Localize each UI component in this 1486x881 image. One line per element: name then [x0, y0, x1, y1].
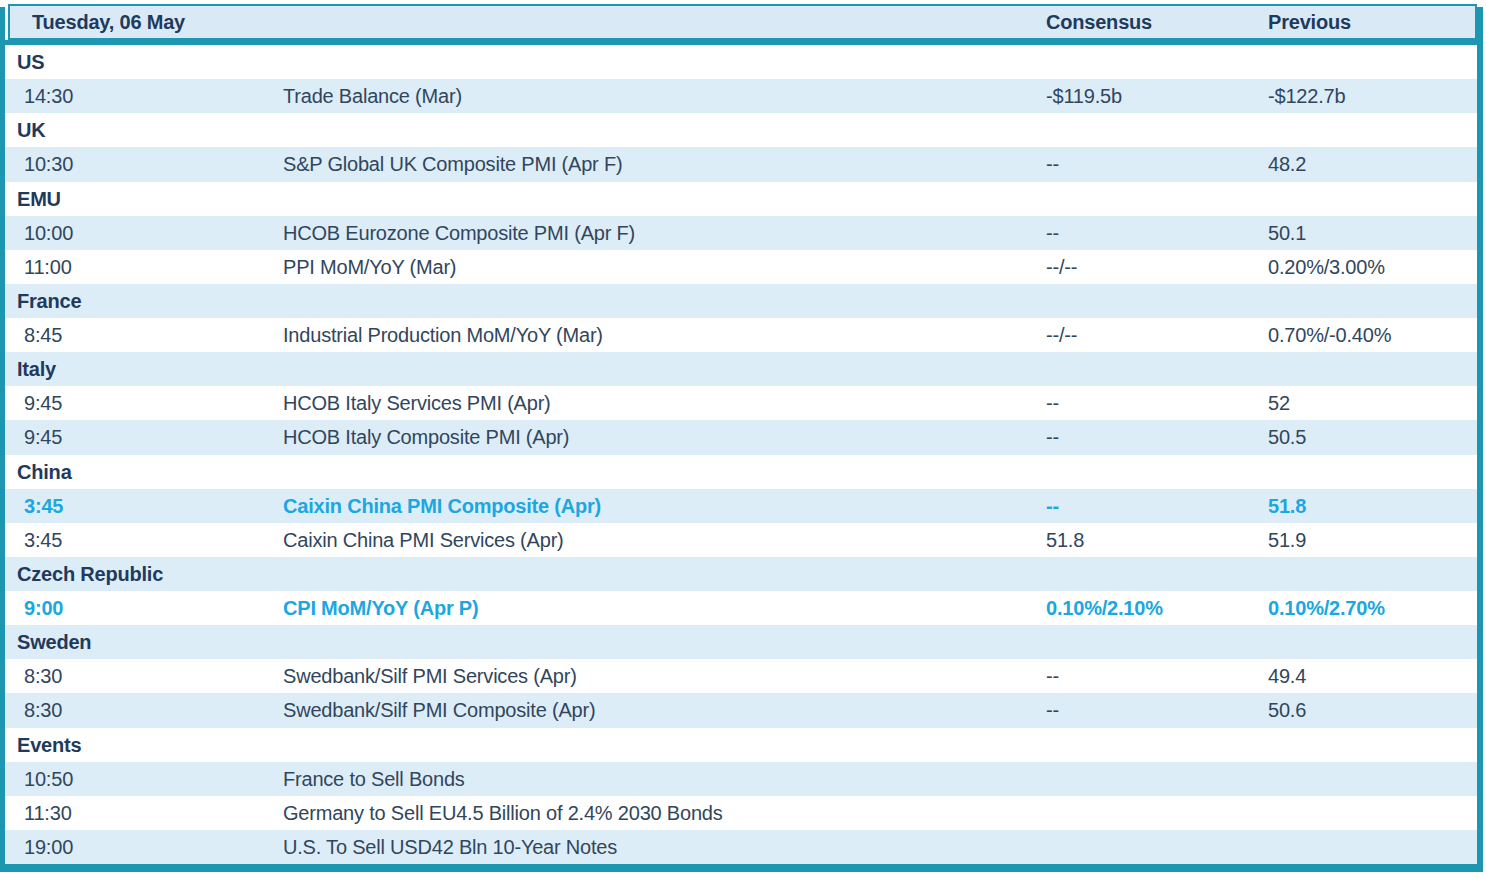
- event-consensus-value: --: [1046, 426, 1059, 449]
- event-time: 9:00: [24, 597, 63, 620]
- event-row: 10:50 France to Sell Bonds: [5, 762, 1477, 796]
- section-label: China: [17, 460, 72, 483]
- event-time: 3:45: [24, 494, 63, 517]
- section-label: Czech Republic: [17, 562, 163, 585]
- section-label: Sweden: [17, 631, 91, 654]
- event-consensus-value: --: [1046, 494, 1059, 517]
- event-name: Swedbank/Silf PMI Services (Apr): [283, 665, 577, 688]
- event-name: Trade Balance (Mar): [283, 85, 462, 108]
- consensus-column-header: Consensus: [1046, 11, 1152, 34]
- event-previous-value: 50.6: [1268, 699, 1306, 722]
- event-name: Caixin China PMI Composite (Apr): [283, 494, 601, 517]
- event-time: 8:45: [24, 324, 62, 347]
- event-row: 10:30 S&P Global UK Composite PMI (Apr F…: [5, 147, 1477, 181]
- section-header-row: France: [5, 284, 1477, 318]
- event-previous-value: 0.70%/-0.40%: [1268, 324, 1391, 347]
- event-name: Caixin China PMI Services (Apr): [283, 528, 564, 551]
- event-row: 10:00 HCOB Eurozone Composite PMI (Apr F…: [5, 216, 1477, 250]
- event-row: 14:30 Trade Balance (Mar) -$119.5b -$122…: [5, 79, 1477, 113]
- section-label: Italy: [17, 358, 56, 381]
- event-time: 11:30: [24, 801, 72, 824]
- event-consensus-value: --: [1046, 153, 1059, 176]
- event-time: 10:00: [24, 221, 73, 244]
- event-time: 14:30: [24, 85, 73, 108]
- event-consensus-value: --: [1046, 665, 1059, 688]
- event-row: 3:45 Caixin China PMI Services (Apr) 51.…: [5, 523, 1477, 557]
- section-label: France: [17, 289, 81, 312]
- event-consensus-value: -$119.5b: [1046, 85, 1122, 108]
- event-consensus-value: 51.8: [1046, 528, 1084, 551]
- event-row: 3:45 Caixin China PMI Composite (Apr) --…: [5, 489, 1477, 523]
- event-consensus-value: --/--: [1046, 255, 1077, 278]
- calendar-body: US 14:30 Trade Balance (Mar) -$119.5b -$…: [5, 45, 1477, 864]
- event-previous-value: 51.8: [1268, 494, 1306, 517]
- table-left-border: [0, 7, 5, 872]
- event-time: 9:45: [24, 392, 62, 415]
- event-time: 10:50: [24, 767, 73, 790]
- section-header-row: China: [5, 455, 1477, 489]
- event-name: France to Sell Bonds: [283, 767, 465, 790]
- event-time: 3:45: [24, 528, 62, 551]
- event-previous-value: 0.20%/3.00%: [1268, 255, 1385, 278]
- section-header-row: Sweden: [5, 625, 1477, 659]
- event-name: U.S. To Sell USD42 Bln 10-Year Notes: [283, 835, 617, 858]
- section-header-row: Events: [5, 728, 1477, 762]
- event-name: HCOB Italy Services PMI (Apr): [283, 392, 551, 415]
- event-time: 8:30: [24, 665, 62, 688]
- event-time: 9:45: [24, 426, 62, 449]
- event-row: 11:30 Germany to Sell EU4.5 Billion of 2…: [5, 796, 1477, 830]
- event-previous-value: -$122.7b: [1268, 85, 1345, 108]
- event-row: 8:30 Swedbank/Silf PMI Composite (Apr) -…: [5, 693, 1477, 727]
- section-label: EMU: [17, 187, 61, 210]
- section-label: Events: [17, 733, 81, 756]
- event-previous-value: 50.1: [1268, 221, 1306, 244]
- event-previous-value: 50.5: [1268, 426, 1306, 449]
- event-row: 9:45 HCOB Italy Composite PMI (Apr) -- 5…: [5, 420, 1477, 454]
- event-previous-value: 49.4: [1268, 665, 1306, 688]
- event-consensus-value: --: [1046, 221, 1059, 244]
- section-header-row: Italy: [5, 352, 1477, 386]
- event-row: 19:00 U.S. To Sell USD42 Bln 10-Year Not…: [5, 830, 1477, 864]
- event-consensus-value: --: [1046, 392, 1059, 415]
- event-time: 10:30: [24, 153, 73, 176]
- event-consensus-value: --: [1046, 699, 1059, 722]
- event-previous-value: 48.2: [1268, 153, 1306, 176]
- event-time: 11:00: [24, 255, 72, 278]
- event-row: 9:00 CPI MoM/YoY (Apr P) 0.10%/2.10% 0.1…: [5, 591, 1477, 625]
- section-header-row: UK: [5, 113, 1477, 147]
- calendar-header-row: Tuesday, 06 May Consensus Previous: [8, 4, 1477, 40]
- event-name: PPI MoM/YoY (Mar): [283, 255, 456, 278]
- section-header-row: Czech Republic: [5, 557, 1477, 591]
- event-name: Germany to Sell EU4.5 Billion of 2.4% 20…: [283, 801, 723, 824]
- event-previous-value: 51.9: [1268, 528, 1306, 551]
- event-name: CPI MoM/YoY (Apr P): [283, 597, 478, 620]
- section-label: US: [17, 51, 44, 74]
- event-time: 19:00: [24, 835, 73, 858]
- event-name: S&P Global UK Composite PMI (Apr F): [283, 153, 622, 176]
- event-name: Industrial Production MoM/YoY (Mar): [283, 324, 603, 347]
- section-header-row: US: [5, 45, 1477, 79]
- table-bottom-border: [0, 864, 1483, 872]
- event-name: Swedbank/Silf PMI Composite (Apr): [283, 699, 595, 722]
- table-right-border: [1477, 7, 1483, 872]
- section-header-row: EMU: [5, 182, 1477, 216]
- section-label: UK: [17, 119, 46, 142]
- event-consensus-value: 0.10%/2.10%: [1046, 597, 1163, 620]
- event-row: 8:30 Swedbank/Silf PMI Services (Apr) --…: [5, 659, 1477, 693]
- event-name: HCOB Italy Composite PMI (Apr): [283, 426, 569, 449]
- event-row: 11:00 PPI MoM/YoY (Mar) --/-- 0.20%/3.00…: [5, 250, 1477, 284]
- economic-calendar: Tuesday, 06 May Consensus Previous US 14…: [0, 0, 1486, 881]
- event-row: 9:45 HCOB Italy Services PMI (Apr) -- 52: [5, 386, 1477, 420]
- event-row: 8:45 Industrial Production MoM/YoY (Mar)…: [5, 318, 1477, 352]
- calendar-date-header: Tuesday, 06 May: [32, 11, 185, 34]
- event-name: HCOB Eurozone Composite PMI (Apr F): [283, 221, 635, 244]
- event-previous-value: 0.10%/2.70%: [1268, 597, 1385, 620]
- event-previous-value: 52: [1268, 392, 1290, 415]
- event-consensus-value: --/--: [1046, 324, 1077, 347]
- previous-column-header: Previous: [1268, 11, 1351, 34]
- event-time: 8:30: [24, 699, 62, 722]
